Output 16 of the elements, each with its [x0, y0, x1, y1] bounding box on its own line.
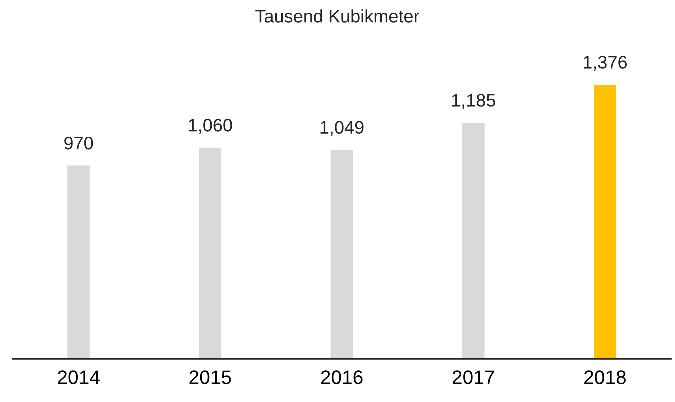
data-label: 1,185: [452, 94, 496, 110]
x-tick-label: 2016: [321, 370, 363, 384]
x-tick-label: 2014: [58, 370, 100, 384]
x-tick-label: 2018: [584, 370, 626, 384]
data-label: 1,049: [320, 121, 364, 136]
bar: [330, 150, 354, 359]
bar: [68, 166, 90, 359]
data-label: 1,060: [189, 119, 232, 134]
x-tick-label: 2015: [190, 370, 232, 384]
data-label: 1,376: [584, 56, 627, 72]
data-label: 970: [64, 136, 94, 150]
x-tick-label: 2017: [452, 370, 494, 384]
bar: [199, 148, 222, 359]
bar: [594, 84, 616, 359]
chart-title: Tausend Kubikmeter: [256, 10, 420, 23]
bar: [462, 122, 485, 359]
